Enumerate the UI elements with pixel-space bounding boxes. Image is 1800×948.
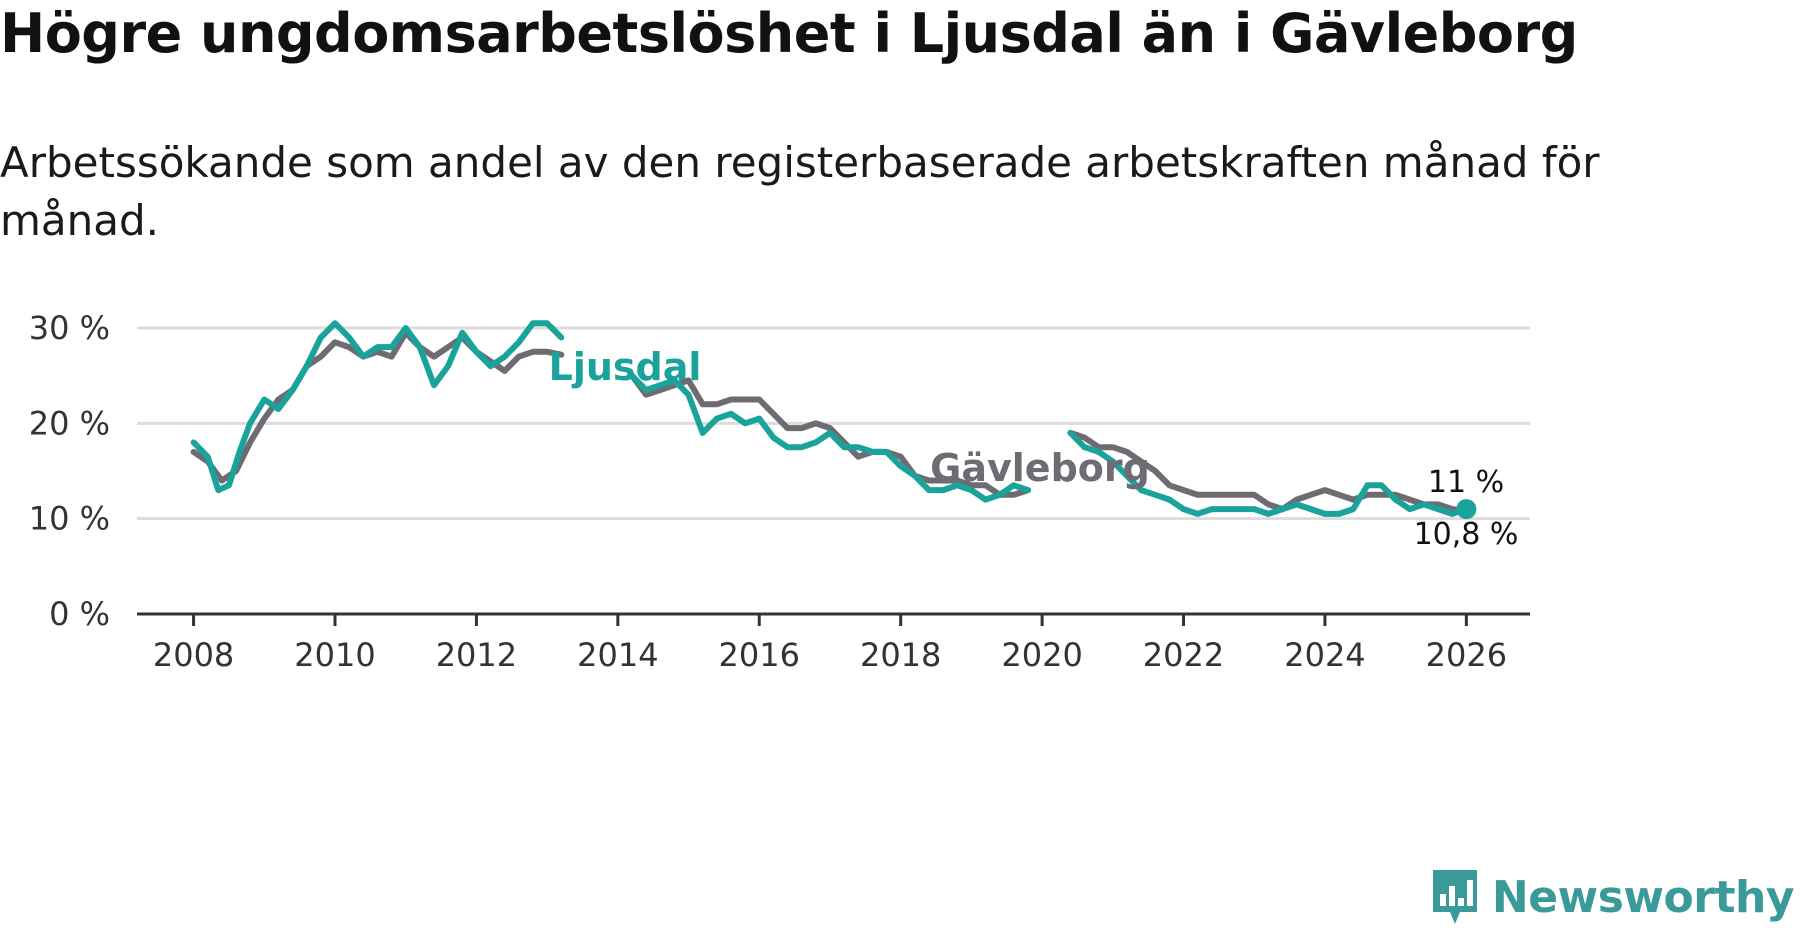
newsworthy-logo-icon <box>1432 870 1477 924</box>
series-label-ljusdal: Ljusdal <box>549 345 702 389</box>
series-line-ljusdal <box>629 372 1031 503</box>
x-tick-label: 2016 <box>719 636 800 674</box>
chart-subtitle: Arbetssökande som andel av den registerb… <box>0 138 1600 245</box>
brand-logo: Newsworthy <box>1430 868 1795 926</box>
x-tick-label: 2020 <box>1001 636 1082 674</box>
series-line-gvleborg <box>190 329 565 484</box>
x-tick-label: 2012 <box>436 636 517 674</box>
x-axis: 2008 2010 2012 2014 2016 2018 2020 2022 2024 2026 <box>137 612 1530 674</box>
series-lines <box>190 320 1477 520</box>
series-line-gvleborg <box>629 372 1031 498</box>
end-label-gavleborg: 10,8 % <box>1414 517 1519 552</box>
x-tick-label: 2022 <box>1143 636 1224 674</box>
series-label-gavleborg: Gävleborg <box>930 446 1150 490</box>
line-chart: 0 % 10 % 20 % 30 % 2008 2010 2012 2014 2016 2018… <box>29 309 1530 674</box>
y-tick-label: 10 % <box>29 500 110 538</box>
y-tick-label: 20 % <box>29 404 110 442</box>
x-tick-label: 2008 <box>153 636 234 674</box>
chart-title: Högre ungdomsarbetslöshet i Ljusdal än i… <box>0 2 1578 65</box>
x-tick-label: 2018 <box>860 636 941 674</box>
x-tick-label: 2024 <box>1284 636 1365 674</box>
series-end-marker <box>1456 499 1477 520</box>
y-tick-label: 0 % <box>49 595 110 633</box>
y-axis: 0 % 10 % 20 % 30 % <box>29 309 110 633</box>
x-tick-label: 2010 <box>294 636 375 674</box>
series-line-ljusdal <box>1067 429 1470 517</box>
series-labels: Ljusdal Gävleborg 11 % 10,8 % <box>549 345 1519 552</box>
brand-name: Newsworthy <box>1491 871 1795 923</box>
y-tick-label: 30 % <box>29 309 110 347</box>
end-label-ljusdal: 11 % <box>1428 465 1504 500</box>
grid-lines <box>137 326 1530 521</box>
series-line-gvleborg <box>1067 429 1470 514</box>
x-tick-label: 2014 <box>577 636 658 674</box>
series-line-ljusdal <box>190 320 565 494</box>
x-tick-label: 2026 <box>1426 636 1507 674</box>
